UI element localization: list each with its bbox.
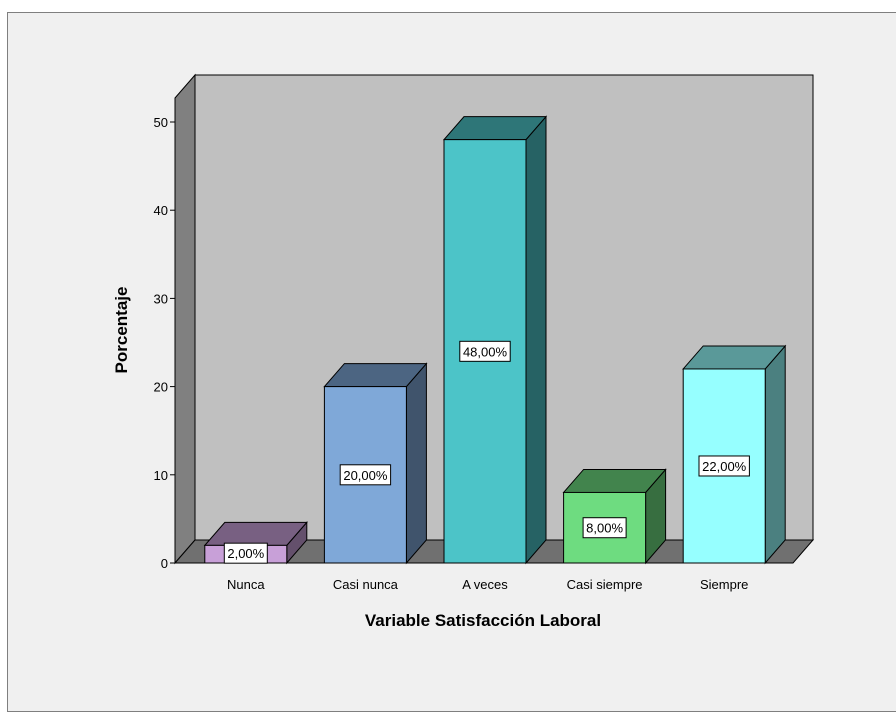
- y-tick-label: 50: [154, 115, 168, 130]
- y-axis: 0 10 20 30 40 50: [154, 98, 176, 571]
- bar: 2,00%: [203, 521, 308, 565]
- x-tick-label: Casi siempre: [567, 577, 643, 592]
- data-label-box: [339, 464, 392, 486]
- data-label: 2,00%: [227, 546, 264, 561]
- y-tick-label: 30: [154, 291, 168, 306]
- y-tick-label: 20: [154, 380, 168, 395]
- data-label-box: [582, 517, 627, 539]
- bar-side: [405, 362, 427, 565]
- bar: 48,00%: [442, 115, 548, 565]
- bar: 20,00%: [323, 362, 428, 565]
- bar: 22,00%: [682, 344, 787, 565]
- x-tick-label: A veces: [462, 577, 508, 592]
- x-axis: Nunca Casi nunca A veces Casi siempre Siempr…: [227, 577, 748, 592]
- bar-side: [764, 344, 786, 565]
- x-tick-label: Siempre: [700, 577, 748, 592]
- data-label: 20,00%: [343, 468, 388, 483]
- data-label-box: [459, 340, 511, 362]
- data-label: 8,00%: [586, 521, 623, 536]
- y-axis-title: Porcentaje: [112, 287, 131, 374]
- side-wall: [174, 73, 196, 565]
- data-label-box: [223, 542, 268, 564]
- data-label: 22,00%: [702, 459, 747, 474]
- x-tick-label: Nunca: [227, 577, 265, 592]
- y-tick-label: 0: [161, 556, 168, 571]
- data-label: 48,00%: [463, 344, 508, 359]
- y-tick-label: 10: [154, 468, 168, 483]
- data-label-box: [698, 455, 750, 477]
- x-axis-title: Variable Satisfacción Laboral: [365, 611, 601, 630]
- x-tick-label: Casi nunca: [333, 577, 399, 592]
- bar-side: [525, 115, 547, 565]
- bars: 2,00% 20,00% 48,00% 8,00% 22,00%: [203, 115, 787, 565]
- y-tick-label: 40: [154, 203, 168, 218]
- bar-chart: 0 10 20 30 40 50 2,00% 20,00% 48,00% 8,00% 22,00%…: [112, 73, 815, 630]
- bar: 8,00%: [562, 468, 667, 565]
